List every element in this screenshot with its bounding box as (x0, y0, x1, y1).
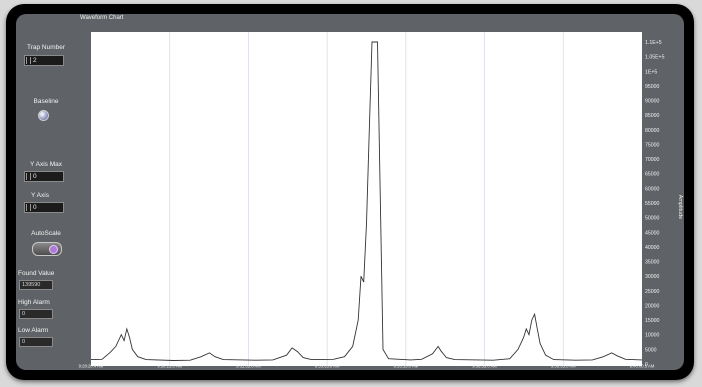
y-tick-label: 85000 (645, 113, 660, 119)
low-alarm-indicator: 0 (19, 337, 53, 347)
high-alarm-indicator: 0 (19, 309, 53, 319)
found-value-indicator: 139590 (19, 280, 53, 290)
increment-arrows-icon[interactable] (26, 57, 31, 64)
y-axis-max-value: 0 (33, 173, 37, 180)
x-tick-label: 9:33:35.0 AM (315, 364, 340, 369)
y-axis-value: 0 (33, 204, 37, 211)
y-tick-label: 80000 (645, 128, 660, 134)
y-tick-label: 50000 (645, 216, 660, 222)
baseline-label: Baseline (33, 98, 59, 105)
trap-number-control[interactable]: 2 (24, 55, 64, 66)
waveform-plot-area[interactable] (90, 32, 643, 366)
y-tick-label: 30000 (645, 274, 660, 280)
x-tick-label: 9:40:00.5 AM (630, 364, 655, 369)
x-axis: 9:28:20.4 AM 9:30:15.0 AM 9:31:55.0 AM 9:33… (79, 364, 655, 369)
x-tick-label: 9:38:35.0 AM (551, 364, 576, 369)
y-tick-label: 40000 (645, 245, 660, 251)
waveform-chart-svg (90, 32, 643, 366)
y-tick-label: 65000 (645, 172, 660, 178)
y-axis-max-control[interactable]: 0 (24, 171, 64, 182)
y-tick-label: 70000 (645, 157, 660, 163)
y-tick-label: 45000 (645, 230, 660, 236)
y-tick-label: 20000 (645, 303, 660, 309)
low-alarm-label: Low Alarm (18, 327, 49, 334)
y-tick-label: 15000 (645, 318, 660, 324)
chart-title: Waveform Chart (80, 15, 124, 21)
y-tick-label: 55000 (645, 201, 660, 207)
y-tick-label: 1.1E+5 (645, 40, 662, 46)
y-tick-label: 25000 (645, 289, 660, 295)
y-tick-label: 95000 (645, 84, 660, 90)
y-tick-label: 1.05E+5 (645, 55, 665, 61)
y-tick-label: 90000 (645, 99, 660, 105)
device-frame: Waveform Chart Trap Number 2 Baseline Y … (6, 4, 694, 380)
y-tick-label: 75000 (645, 142, 660, 148)
trap-number-value: 2 (33, 57, 37, 64)
series-line (90, 41, 643, 361)
high-alarm-label: High Alarm (18, 299, 50, 306)
x-tick-label: 9:31:55.0 AM (236, 364, 261, 369)
y-tick-label: 35000 (645, 260, 660, 266)
x-tick-label: 9:35:15.0 AM (394, 364, 419, 369)
front-panel: Waveform Chart Trap Number 2 Baseline Y … (16, 14, 684, 370)
autoscale-toggle[interactable] (32, 242, 62, 256)
y-axis-label: Y Axis (31, 192, 49, 199)
trap-number-label: Trap Number (26, 44, 66, 51)
y-axis: 0 5000 10000 15000 20000 25000 30000 35000 40000… (645, 40, 683, 368)
y-axis-title: Amplitude (677, 195, 683, 219)
x-tick-label: 9:30:15.0 AM (157, 364, 182, 369)
y-tick-label: 60000 (645, 186, 660, 192)
x-tick-label: 9:36:55.0 AM (472, 364, 497, 369)
toggle-knob-icon (49, 245, 58, 254)
x-tick-label: 9:28:20.4 AM (79, 364, 104, 369)
autoscale-label: AutoScale (31, 230, 61, 237)
y-tick-label: 5000 (645, 347, 657, 353)
increment-arrows-icon[interactable] (26, 173, 31, 180)
y-tick-label: 0 (645, 362, 648, 368)
increment-arrows-icon[interactable] (26, 204, 31, 211)
found-value-label: Found Value (18, 270, 55, 277)
y-tick-label: 1E+5 (645, 69, 657, 75)
baseline-indicator[interactable] (38, 110, 49, 121)
y-axis-control[interactable]: 0 (24, 202, 64, 213)
y-tick-label: 10000 (645, 333, 660, 339)
y-axis-max-label: Y Axis Max (29, 161, 63, 168)
